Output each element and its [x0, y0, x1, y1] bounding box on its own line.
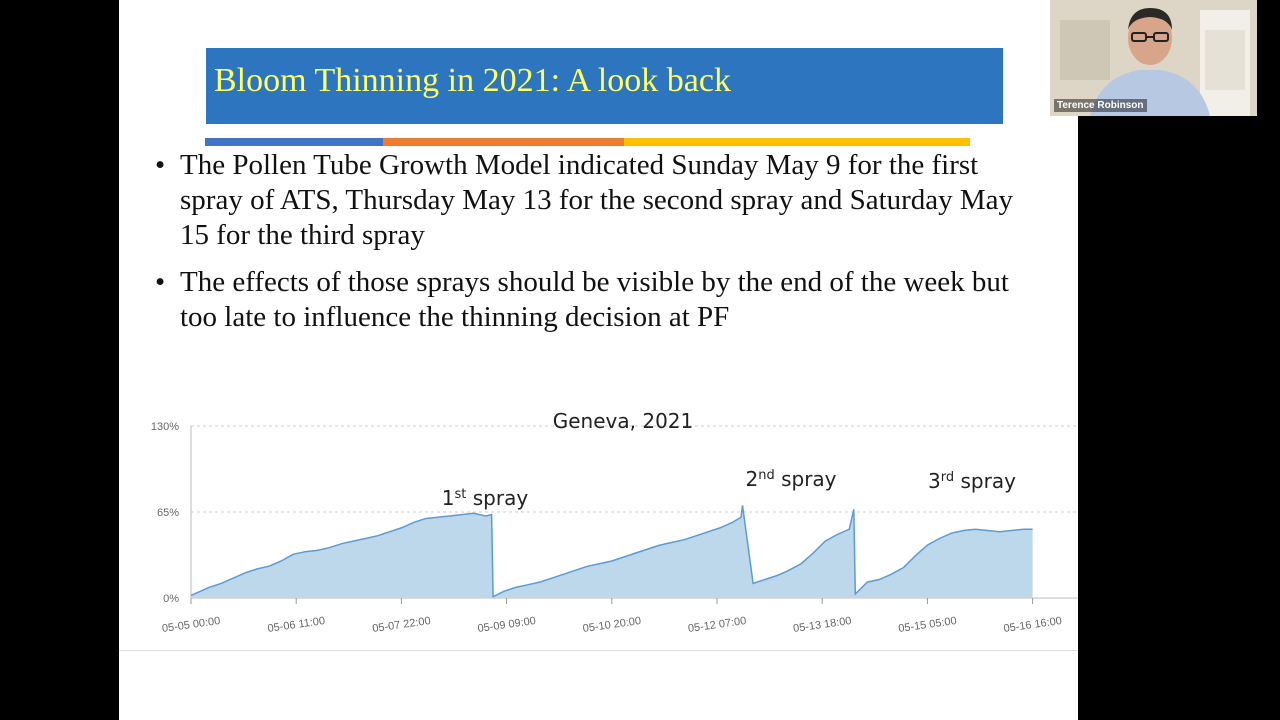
x-tick-label: 05-09 09:00: [477, 615, 537, 635]
y-tick-label: 65%: [157, 507, 179, 519]
x-tick-label: 05-07 22:00: [372, 615, 432, 635]
bullet-text: The Pollen Tube Growth Model indicated S…: [180, 149, 1014, 251]
accent-bar-blue: [205, 138, 383, 146]
x-tick-label: 05-12 07:00: [687, 615, 747, 635]
slide-title-bar: Bloom Thinning in 2021: A look back: [206, 48, 1003, 124]
bullet-dot-icon: •: [155, 266, 166, 298]
accent-bar-orange: [383, 138, 624, 146]
x-tick-label: 05-15 05:00: [898, 615, 958, 635]
presentation-slide: Bloom Thinning in 2021: A look back • The…: [119, 0, 1078, 720]
webcam-feed-image: [1050, 0, 1257, 116]
y-tick-label: 130%: [151, 421, 179, 433]
bullet-item: • The effects of those sprays should be v…: [155, 265, 1035, 335]
chart-title: Geneva, 2021: [553, 409, 694, 433]
accent-bar-yellow: [624, 138, 970, 146]
participant-name-label: Terence Robinson: [1054, 99, 1147, 112]
slide-title: Bloom Thinning in 2021: A look back: [214, 62, 731, 99]
x-tick-label: 05-16 16:00: [1003, 615, 1063, 635]
x-tick-label: 05-05 00:00: [161, 615, 221, 635]
spray-annotation: 3rd spray: [928, 469, 1016, 493]
x-tick-label: 05-10 20:00: [582, 615, 642, 635]
spray-annotation: 1st spray: [442, 486, 529, 510]
bullet-dot-icon: •: [155, 149, 166, 181]
bullet-item: • The Pollen Tube Growth Model indicated …: [155, 148, 1035, 253]
x-tick-label: 05-13 18:00: [792, 615, 852, 635]
series-area: [191, 505, 1033, 598]
y-tick-label: 0%: [163, 593, 179, 605]
x-tick-label: 05-06 11:00: [267, 615, 326, 635]
bullet-text: The effects of those sprays should be vi…: [180, 266, 1009, 333]
series-line: [190, 505, 1033, 598]
slide-bottom-divider: [119, 650, 1078, 651]
webcam-video[interactable]: Terence Robinson: [1050, 0, 1257, 116]
bullet-list: • The Pollen Tube Growth Model indicated …: [155, 148, 1035, 347]
pollen-tube-chart: 0% 65% 130% 05-05 00:00 05-06 11:00 05-07 22:…: [119, 400, 1078, 650]
chart-svg: 0% 65% 130% 05-05 00:00 05-06 11:00 05-07 22:…: [151, 409, 1078, 635]
spray-annotation: 2nd spray: [745, 467, 836, 491]
